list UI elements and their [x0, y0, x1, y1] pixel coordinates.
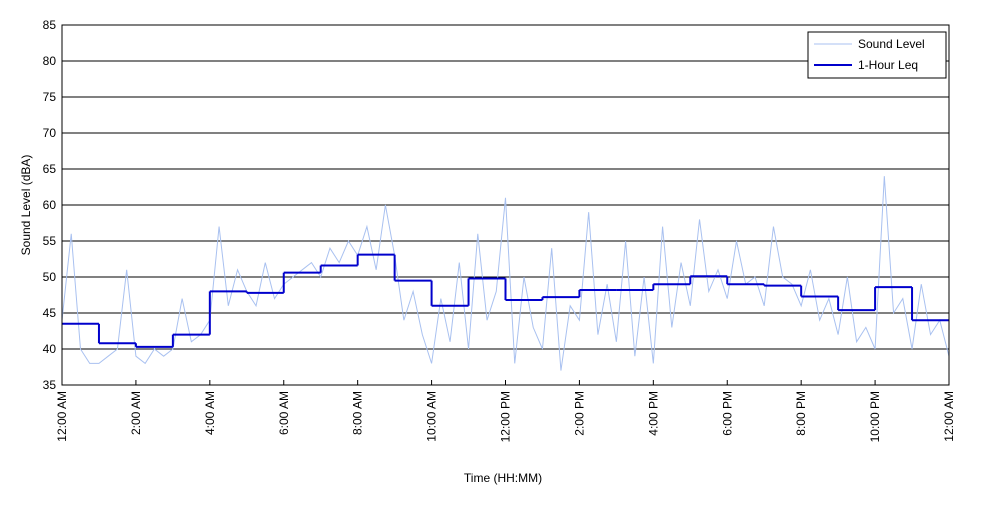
plot-frame — [61, 24, 950, 386]
x-tick-label: 12:00 PM — [499, 391, 513, 442]
y-tick-label: 85 — [43, 18, 57, 32]
x-tick-label: 12:00 AM — [55, 391, 69, 442]
y-tick-label: 35 — [43, 378, 57, 392]
y-tick-label: 55 — [43, 234, 57, 248]
y-tick-label: 50 — [43, 270, 57, 284]
x-tick-label: 8:00 PM — [794, 391, 808, 436]
x-tick-label: 2:00 AM — [129, 391, 143, 435]
x-tick-label: 10:00 AM — [425, 391, 439, 442]
legend-label: 1-Hour Leq — [858, 58, 918, 72]
y-tick-label: 80 — [43, 54, 57, 68]
x-tick-label: 6:00 PM — [720, 391, 734, 436]
x-axis-label: Time (HH:MM) — [464, 471, 542, 485]
x-tick-label: 4:00 PM — [646, 391, 660, 436]
x-tick-label: 4:00 AM — [203, 391, 217, 435]
x-tick-label: 6:00 AM — [277, 391, 291, 435]
y-tick-label: 60 — [43, 198, 57, 212]
x-tick-label: 12:00 AM — [942, 391, 956, 442]
y-tick-label: 45 — [43, 306, 57, 320]
y-tick-label: 75 — [43, 90, 57, 104]
y-tick-label: 65 — [43, 162, 57, 176]
y-tick-label: 40 — [43, 342, 57, 356]
y-tick-label: 70 — [43, 126, 57, 140]
y-axis-label: Sound Level (dBA) — [19, 155, 33, 256]
legend-label: Sound Level — [858, 37, 925, 51]
x-tick-label: 10:00 PM — [868, 391, 882, 442]
x-tick-label: 8:00 AM — [351, 391, 365, 435]
legend-box — [807, 31, 947, 79]
x-tick-label: 2:00 PM — [572, 391, 586, 436]
